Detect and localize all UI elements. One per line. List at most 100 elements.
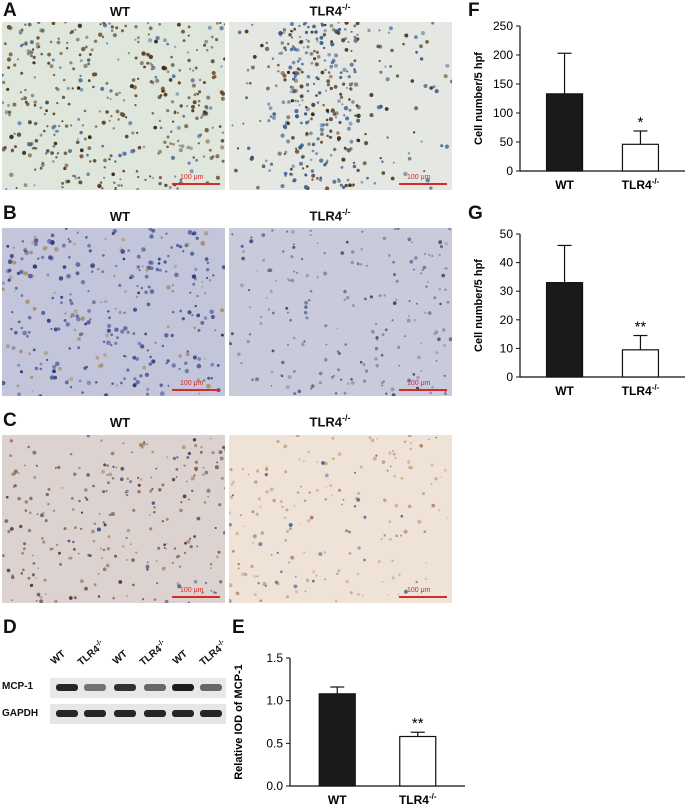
cell-nucleus <box>392 301 397 305</box>
micrograph-texture <box>2 435 225 603</box>
cell-nucleus <box>256 575 259 578</box>
cell-nucleus <box>276 440 280 443</box>
cell-nucleus <box>284 516 286 519</box>
cell-nucleus <box>391 393 396 396</box>
cell-nucleus <box>313 49 316 53</box>
cell-nucleus <box>343 146 347 150</box>
cell-nucleus <box>24 88 27 92</box>
cell-nucleus <box>304 30 309 34</box>
cell-nucleus <box>5 344 10 349</box>
cell-nucleus <box>161 520 164 523</box>
cell-nucleus <box>134 104 137 107</box>
cell-nucleus <box>140 286 143 290</box>
cell-nucleus <box>86 473 90 477</box>
cell-nucleus <box>440 144 444 148</box>
cell-nucleus <box>343 289 347 294</box>
cell-nucleus <box>74 596 77 599</box>
cell-nucleus <box>267 102 271 106</box>
cell-nucleus <box>53 141 58 146</box>
cell-nucleus <box>134 25 138 29</box>
cell-nucleus <box>183 464 186 467</box>
cell-nucleus <box>3 146 7 150</box>
cell-nucleus <box>106 42 109 45</box>
cell-nucleus <box>210 589 213 592</box>
cell-nucleus <box>115 384 118 387</box>
y-tick-label: 50 <box>500 227 514 241</box>
cell-nucleus <box>132 85 137 90</box>
cell-nucleus <box>219 90 224 95</box>
cell-nucleus <box>301 258 304 261</box>
cell-nucleus <box>80 527 83 530</box>
cell-nucleus <box>106 328 111 333</box>
cell-nucleus <box>315 176 319 180</box>
cell-nucleus <box>304 173 308 177</box>
cell-nucleus <box>362 362 366 367</box>
cell-nucleus <box>14 330 18 335</box>
cell-nucleus <box>17 320 21 324</box>
cell-nucleus <box>311 178 314 181</box>
cell-nucleus <box>274 84 278 88</box>
cell-nucleus <box>419 44 423 49</box>
cell-nucleus <box>256 270 259 272</box>
cell-nucleus <box>324 324 328 328</box>
cell-nucleus <box>137 341 142 346</box>
cell-nucleus <box>21 568 25 572</box>
cell-nucleus <box>381 171 386 175</box>
cell-nucleus <box>102 22 106 25</box>
cell-nucleus <box>44 246 48 250</box>
cell-nucleus <box>43 113 47 116</box>
cell-nucleus <box>438 240 443 245</box>
cell-nucleus <box>49 40 53 44</box>
cell-nucleus <box>4 519 9 523</box>
scalebar-b-left <box>172 389 220 391</box>
cell-nucleus <box>185 104 189 108</box>
cell-nucleus <box>265 467 269 471</box>
cell-nucleus <box>147 38 153 43</box>
cell-nucleus <box>327 71 331 74</box>
cell-nucleus <box>439 302 442 306</box>
cell-nucleus <box>83 63 88 69</box>
cell-nucleus <box>392 261 395 264</box>
cell-nucleus <box>182 114 186 118</box>
cell-nucleus <box>324 473 329 478</box>
cell-nucleus <box>45 100 49 105</box>
cell-nucleus <box>144 178 147 181</box>
cell-nucleus <box>420 272 423 275</box>
cell-nucleus <box>249 333 252 336</box>
cell-nucleus <box>8 275 13 280</box>
cell-nucleus <box>288 33 292 37</box>
cell-nucleus <box>209 309 214 315</box>
cell-nucleus <box>320 140 323 144</box>
cell-nucleus <box>2 80 6 85</box>
cell-nucleus <box>149 260 154 265</box>
cell-nucleus <box>32 264 38 269</box>
cell-nucleus <box>337 569 341 573</box>
cell-nucleus <box>26 142 31 147</box>
cell-nucleus <box>311 102 316 107</box>
cell-nucleus <box>157 262 161 265</box>
cell-nucleus <box>63 319 67 322</box>
cell-nucleus <box>376 437 379 440</box>
cell-nucleus <box>73 328 77 332</box>
cell-nucleus <box>309 131 313 136</box>
cell-nucleus <box>164 183 168 187</box>
cell-nucleus <box>69 61 73 65</box>
cell-nucleus <box>187 34 190 37</box>
cell-nucleus <box>353 70 357 74</box>
cell-nucleus <box>293 75 297 79</box>
cell-nucleus <box>2 73 4 77</box>
cell-nucleus <box>159 391 165 396</box>
cell-nucleus <box>319 127 325 132</box>
cell-nucleus <box>231 480 236 484</box>
cell-nucleus <box>356 138 360 142</box>
cell-nucleus <box>380 381 384 385</box>
cell-nucleus <box>321 461 325 465</box>
cell-nucleus <box>249 156 254 161</box>
cell-nucleus <box>97 183 102 189</box>
cell-nucleus <box>318 371 323 376</box>
cell-nucleus <box>105 333 110 338</box>
cell-nucleus <box>326 79 331 83</box>
cell-nucleus <box>160 236 163 239</box>
cell-nucleus <box>286 139 291 144</box>
